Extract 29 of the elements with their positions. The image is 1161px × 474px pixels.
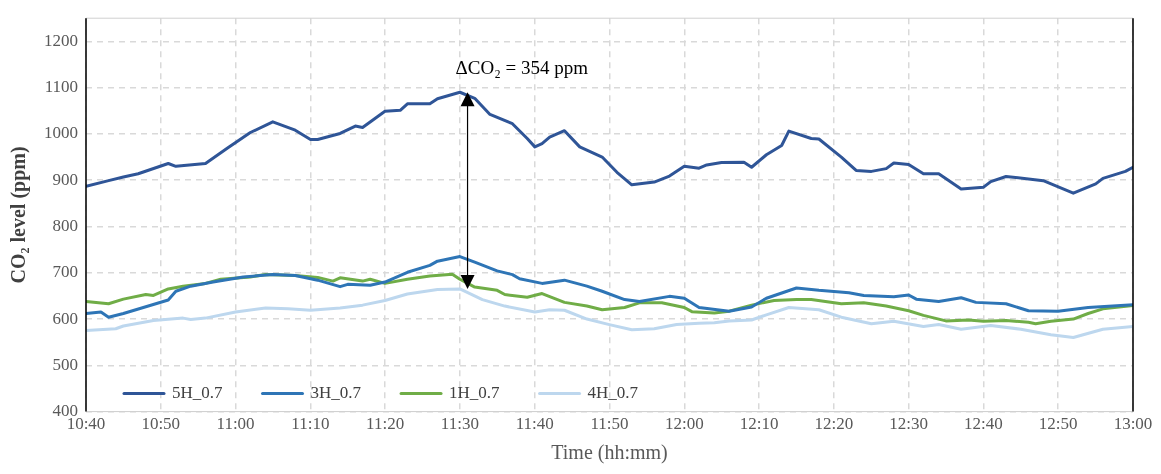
y-tick-label: 1200 — [44, 30, 78, 50]
x-tick-label: 11:50 — [590, 414, 629, 434]
x-tick-label: 12:30 — [889, 414, 929, 434]
x-tick-label: 10:50 — [141, 414, 181, 434]
y-tick-label: 700 — [52, 262, 78, 282]
y-tick-label: 800 — [52, 215, 78, 235]
legend-label: 4H_0.7 — [587, 383, 639, 403]
y-tick-label: 1000 — [44, 123, 78, 143]
legend-label: 3H_0.7 — [310, 383, 362, 403]
y-tick-label: 900 — [52, 169, 78, 189]
y-tick-label: 500 — [52, 354, 78, 374]
legend-label: 5H_0.7 — [172, 383, 224, 403]
y-tick-label: 1100 — [44, 77, 78, 97]
x-tick-label: 12:20 — [814, 414, 854, 434]
x-tick-label: 12:00 — [664, 414, 704, 434]
annotation: ΔCO₂ = 354 ppm — [455, 56, 589, 78]
x-tick-label: 11:40 — [515, 414, 554, 434]
y-tick-label: 600 — [52, 308, 78, 328]
x-tick-label: 13:00 — [1113, 414, 1153, 434]
x-tick-label: 12:40 — [964, 414, 1003, 434]
x-tick-label: 11:30 — [440, 414, 479, 434]
x-tick-label: 11:00 — [216, 414, 255, 434]
x-tick-label: 12:50 — [1038, 414, 1078, 434]
x-tick-label: 12:10 — [739, 414, 779, 434]
y-axis-title: CO₂ level (ppm) — [7, 146, 31, 284]
x-tick-label: 11:10 — [291, 414, 330, 434]
x-tick-label: 11:20 — [366, 414, 405, 434]
x-axis-title: Time (hh:mm) — [551, 441, 668, 465]
legend-label: 1H_0.7 — [449, 383, 501, 403]
